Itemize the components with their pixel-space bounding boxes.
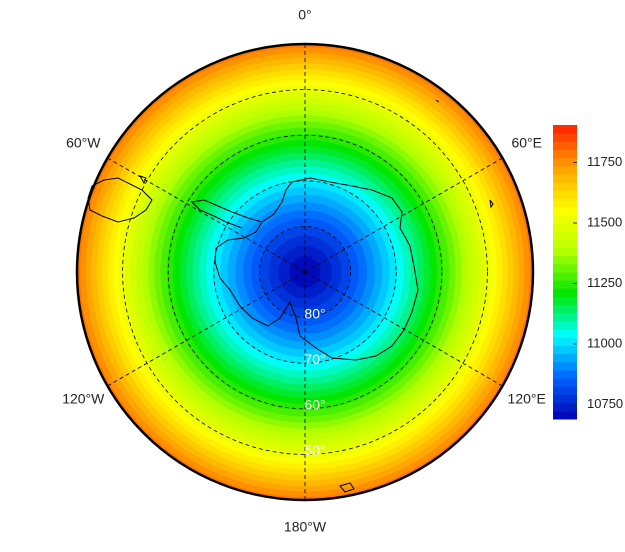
colorbar-tick-label: 11750 (587, 154, 622, 169)
colorbar-band (553, 190, 577, 199)
colorbar-band (553, 345, 577, 355)
colorbar-band (553, 255, 577, 265)
parallel-label: 50° (304, 442, 325, 458)
colorbar-band (553, 182, 577, 191)
south-america (87, 177, 153, 223)
colorbar-band (553, 149, 577, 159)
antarctica (214, 177, 419, 361)
colorbar-band (553, 263, 577, 273)
colorbar-band (553, 165, 577, 175)
colorbar-band (553, 361, 577, 371)
colorbar-band (553, 353, 577, 363)
colorbar: 10750 11000 11250 11500 11750 (553, 125, 623, 420)
colorbar-band (553, 272, 577, 281)
meridian (304, 271, 503, 387)
colorbar-band (553, 312, 577, 322)
colorbar-band (553, 231, 577, 240)
map-boundary (75, 42, 535, 502)
colorbar-band (553, 410, 577, 420)
meridian-label: 60°E (511, 135, 542, 151)
meridian-label: 60°W (66, 135, 101, 151)
colorbar-band (553, 321, 577, 330)
colorbar-band (553, 133, 577, 142)
colorbar-band (553, 214, 577, 224)
colorbar-tick-label: 11250 (587, 275, 622, 290)
colorbar-band (553, 304, 577, 314)
colorbar-band (553, 125, 577, 134)
peninsula (190, 199, 263, 229)
colorbar-band (553, 378, 577, 387)
meridian (304, 157, 503, 273)
meridian (107, 271, 306, 387)
colorbar-band (553, 386, 577, 395)
parallel (167, 134, 443, 410)
colorbar-band (553, 239, 577, 248)
parallel-label: 60° (304, 397, 325, 413)
parallel (258, 225, 351, 318)
colorbar-tick-label: 11500 (587, 214, 622, 229)
colorbar-band (553, 198, 577, 208)
colorbar-band (553, 157, 577, 167)
colorbar-band (553, 337, 577, 346)
colorbar-band (553, 280, 577, 289)
colorbar-band (553, 296, 577, 306)
colorbar-band (553, 370, 577, 379)
graticule (107, 44, 503, 500)
colorbar-tick-label: 10750 (587, 396, 623, 411)
coastline (87, 99, 494, 493)
colorbar-band (553, 247, 577, 257)
colorbar-band (553, 394, 577, 404)
parallel (213, 180, 397, 364)
meridian-label: 0° (298, 7, 311, 23)
colorbar-band (553, 174, 577, 183)
graticule-labels: 0° 60°E 120°E 180°W 120°W 60°W 80° 70° 60° 50° (62, 7, 546, 535)
colorbar-band (553, 288, 577, 297)
islands (138, 99, 494, 493)
colorbar-band (553, 329, 577, 338)
colorbar-band (553, 402, 577, 412)
meridian-label: 120°E (508, 391, 546, 407)
parallel-label: 70° (304, 351, 325, 367)
parallel (122, 89, 488, 455)
colorbar-band (553, 206, 577, 216)
parallel-label: 80° (304, 305, 325, 321)
colorbar-band (553, 141, 577, 150)
meridian-label: 120°W (62, 391, 105, 407)
colorbar-tick-label: 11000 (587, 335, 622, 350)
colorbar-band (553, 223, 577, 232)
meridian-label: 180°W (284, 519, 327, 535)
